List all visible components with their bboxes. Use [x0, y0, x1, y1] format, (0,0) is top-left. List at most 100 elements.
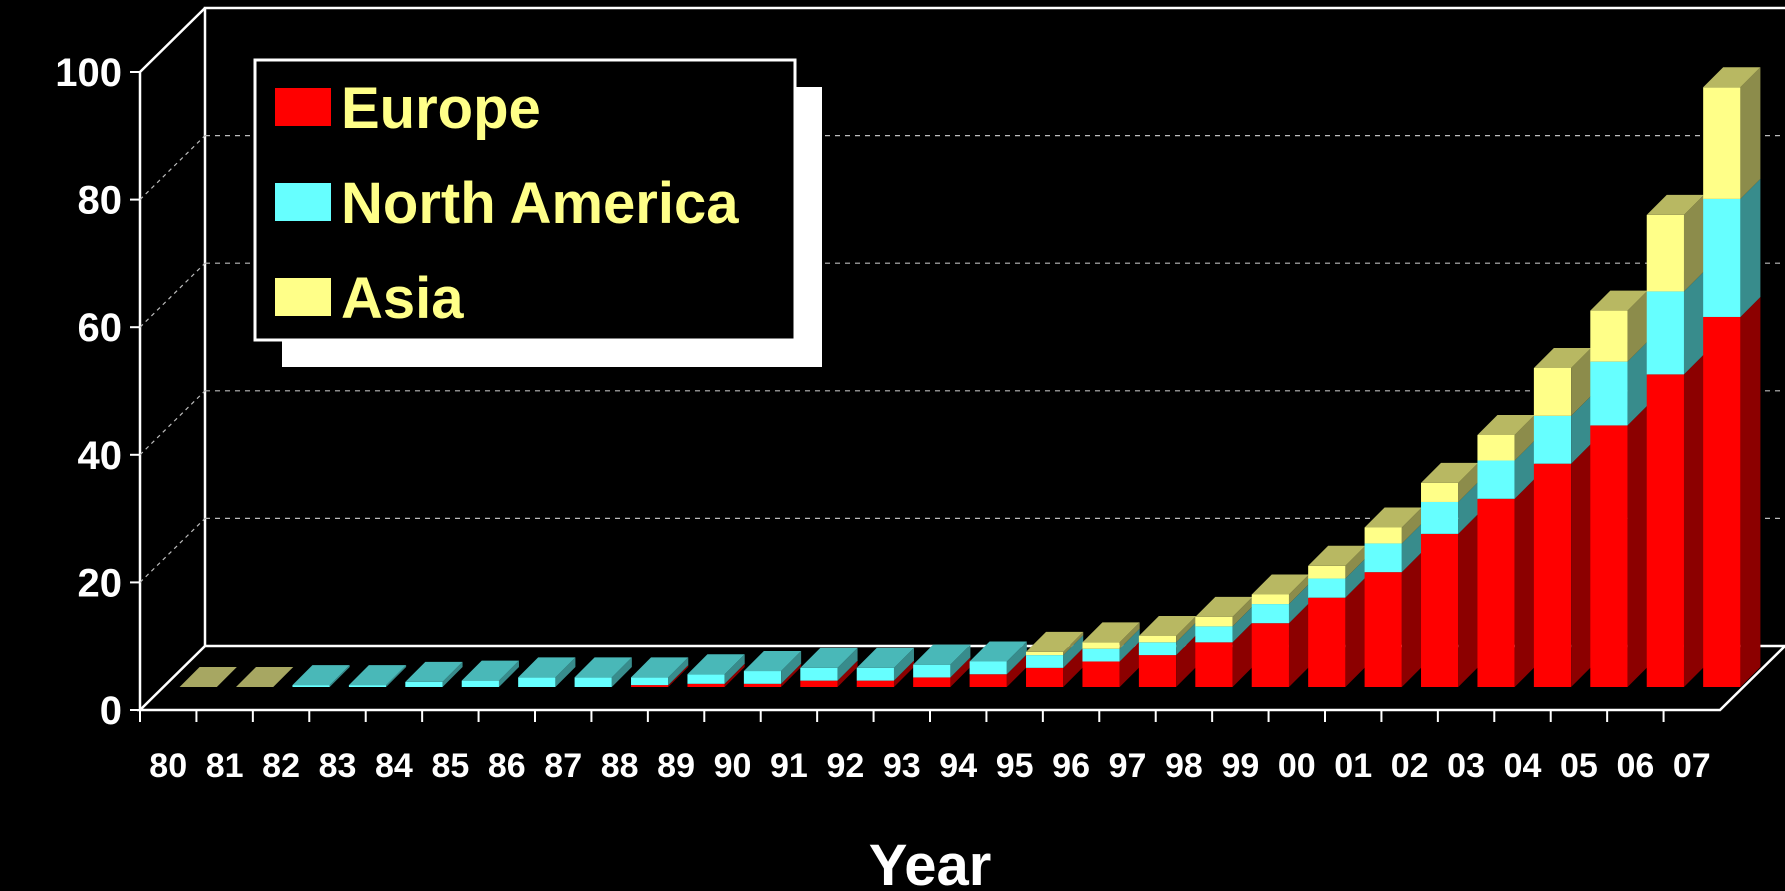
bar-top-cap	[292, 665, 350, 686]
bar-stack	[574, 657, 632, 687]
bar-segment-side	[724, 663, 745, 687]
x-tick-label: 05	[1560, 747, 1598, 785]
bar-segment-europe	[856, 680, 894, 687]
bar-top-cap	[1421, 462, 1479, 483]
x-tick-label: 86	[488, 747, 526, 785]
legend-swatch	[275, 278, 331, 316]
bar-segment-side	[1514, 478, 1535, 687]
bar-segment-side	[1458, 513, 1479, 687]
bar-segment-side	[668, 657, 689, 686]
gridline-side	[139, 390, 206, 456]
bar-segment-north-america	[1703, 198, 1741, 317]
bar-segment-side	[1006, 641, 1027, 675]
bar-stack	[687, 654, 745, 687]
x-tick-label: 85	[431, 747, 469, 785]
bar-stack	[236, 667, 294, 687]
x-tick-label: 84	[375, 747, 413, 785]
bar-segment-side	[837, 647, 858, 681]
x-tick-label: 91	[770, 747, 808, 785]
y-tick-label: 40	[78, 434, 123, 478]
bar-segment-asia	[1251, 594, 1289, 605]
bar-segment-side	[1119, 622, 1140, 649]
bar-top-cap	[1364, 507, 1422, 528]
y-tick-label: 100	[55, 51, 122, 95]
bar-segment-side	[1119, 628, 1140, 662]
bar-segment-europe	[800, 680, 838, 687]
bar-top-cap	[687, 654, 745, 675]
x-tick-label: 02	[1391, 747, 1429, 785]
bar-stack	[1082, 622, 1140, 687]
bar-top-cap	[1703, 67, 1761, 88]
bar-segment-side	[950, 644, 971, 678]
x-tick-label: 06	[1616, 747, 1654, 785]
bar-segment-side	[1232, 596, 1253, 627]
bar-top-cap	[1195, 596, 1253, 617]
bar-stack	[631, 657, 689, 687]
bar-segment-side	[1514, 440, 1535, 499]
bar-segment-europe	[1646, 374, 1684, 687]
bar-segment-asia	[1477, 434, 1515, 461]
bar-segment-side	[1740, 178, 1761, 317]
bar-segment-side	[1683, 194, 1704, 292]
bar-segment-side	[386, 665, 407, 687]
bar-top-cap	[631, 657, 689, 678]
bar-segment-side	[781, 651, 802, 684]
bar-top-cap	[800, 647, 858, 668]
x-tick-label: 04	[1504, 747, 1542, 785]
bar-segment-north-america	[687, 674, 725, 684]
bar-segment-side	[668, 665, 689, 687]
bar-stack	[405, 661, 463, 687]
bar-segment-asia	[1138, 635, 1177, 643]
bar-top-cap	[969, 641, 1027, 662]
bar-stack	[461, 660, 519, 687]
bar-segment-north-america	[856, 667, 894, 681]
bar-segment-side	[893, 660, 914, 687]
bar-segment-north-america	[743, 671, 782, 684]
bar-segment-side	[1345, 545, 1366, 579]
bar-segment-north-america	[1477, 460, 1515, 499]
bar-segment-side	[1232, 622, 1253, 687]
bar-segment-north-america	[1026, 655, 1064, 668]
bar-top-cap	[1138, 615, 1197, 636]
bar-segment-europe	[631, 685, 669, 687]
bar-segment-north-america	[348, 685, 387, 687]
bar-segment-europe	[1195, 642, 1233, 687]
left-wall-edge	[138, 7, 206, 710]
bar-stack	[800, 647, 858, 687]
bar-segment-side	[1571, 395, 1592, 464]
x-tick-label: 80	[149, 747, 187, 785]
bar-top-cap	[518, 657, 576, 678]
bar-segment-asia	[1590, 310, 1628, 362]
x-tick-label: 97	[1109, 747, 1147, 785]
bars	[179, 67, 1761, 687]
x-tick-label: 01	[1334, 747, 1372, 785]
bar-segment-side	[1288, 584, 1309, 624]
bar-segment-side	[1063, 647, 1084, 687]
bar-segment-side	[1119, 641, 1140, 687]
bar-segment-side	[950, 657, 971, 687]
bar-stack	[179, 667, 237, 687]
bar-segment-europe	[687, 683, 725, 687]
bar-stack	[348, 665, 407, 687]
bar-segment-europe	[1251, 623, 1289, 687]
bar-segment-side	[1288, 574, 1309, 605]
bar-top-cap	[179, 667, 237, 687]
back-wall-edge	[203, 6, 1785, 646]
bar-segment-north-america	[1533, 415, 1572, 464]
bar-segment-europe	[1533, 463, 1572, 687]
bar-segment-europe	[1138, 655, 1177, 687]
bar-segment-north-america	[1082, 648, 1120, 662]
bar-segment-side	[1345, 558, 1366, 598]
bar-stack	[1195, 596, 1253, 687]
x-tick-label: 98	[1165, 747, 1203, 785]
bar-segment-side	[1401, 507, 1422, 544]
bar-top-cap	[1646, 194, 1704, 215]
x-tick-label: 89	[657, 747, 695, 785]
x-tick-label: 90	[714, 747, 752, 785]
bar-segment-side	[1458, 462, 1479, 502]
bar-segment-north-america	[1590, 361, 1628, 426]
bar-segment-side	[1345, 577, 1366, 687]
bar-segment-europe	[1590, 425, 1628, 687]
bar-segment-europe	[969, 674, 1007, 687]
